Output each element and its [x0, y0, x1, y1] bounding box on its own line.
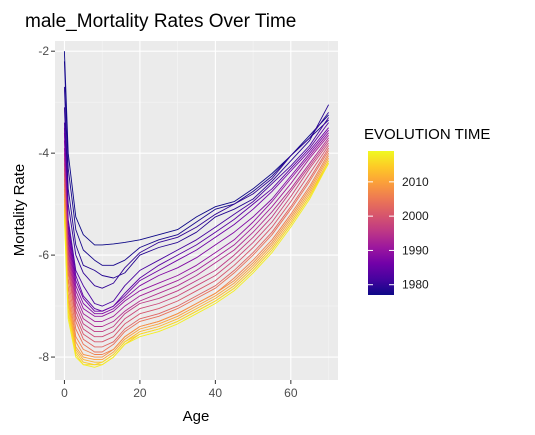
- series-line-1978: [63, 61, 329, 266]
- y-tick-label: -4: [38, 146, 49, 160]
- legend: EVOLUTION TIME 1980 1990 2000 2010: [364, 126, 490, 295]
- x-tick-label: 20: [133, 386, 147, 400]
- series-lines: [63, 51, 329, 368]
- series-line-1996: [63, 140, 329, 333]
- chart-title: male_Mortality Rates Over Time: [25, 11, 296, 32]
- legend-tick-label: 1990: [402, 243, 429, 257]
- series-line-1994: [63, 137, 329, 327]
- x-tick-label: 40: [209, 386, 223, 400]
- legend-ticks: 1980 1990 2000 2010: [368, 175, 429, 292]
- y-tick-label: -6: [38, 248, 49, 262]
- series-line-1992: [63, 135, 329, 322]
- series-line-1982: [63, 117, 329, 307]
- series-line-2000: [63, 145, 329, 343]
- series-line-2012: [63, 160, 329, 363]
- y-axis-label: Mortality Rate: [11, 164, 28, 257]
- legend-tick-label: 1980: [402, 278, 429, 292]
- x-tick-label: 0: [61, 386, 68, 400]
- legend-tick-label: 2000: [402, 209, 429, 223]
- series-line-2008: [63, 155, 329, 358]
- legend-title: EVOLUTION TIME: [364, 126, 490, 143]
- x-axis-ticks: 0 20 40 60: [61, 380, 298, 400]
- y-axis-ticks: -2 -4 -6 -8: [38, 44, 55, 364]
- series-line-1979: [63, 86, 329, 279]
- series-line-2002: [63, 147, 329, 348]
- series-line-2004: [63, 150, 329, 353]
- series-line-1980: [63, 107, 329, 289]
- y-tick-label: -2: [38, 44, 49, 58]
- x-axis-label: Age: [183, 408, 210, 425]
- series-line-1998: [63, 142, 329, 338]
- x-tick-label: 60: [284, 386, 298, 400]
- y-tick-label: -8: [38, 350, 49, 364]
- series-line-1984: [63, 122, 329, 312]
- legend-colorbar: [368, 151, 394, 295]
- series-line-1988: [63, 129, 329, 315]
- legend-tick-label: 2010: [402, 175, 429, 189]
- series-line-1990: [63, 132, 329, 317]
- series-line-1977: [63, 51, 329, 246]
- series-line-1986: [63, 127, 329, 312]
- series-line-2018: [63, 163, 329, 368]
- series-line-2010: [63, 157, 329, 361]
